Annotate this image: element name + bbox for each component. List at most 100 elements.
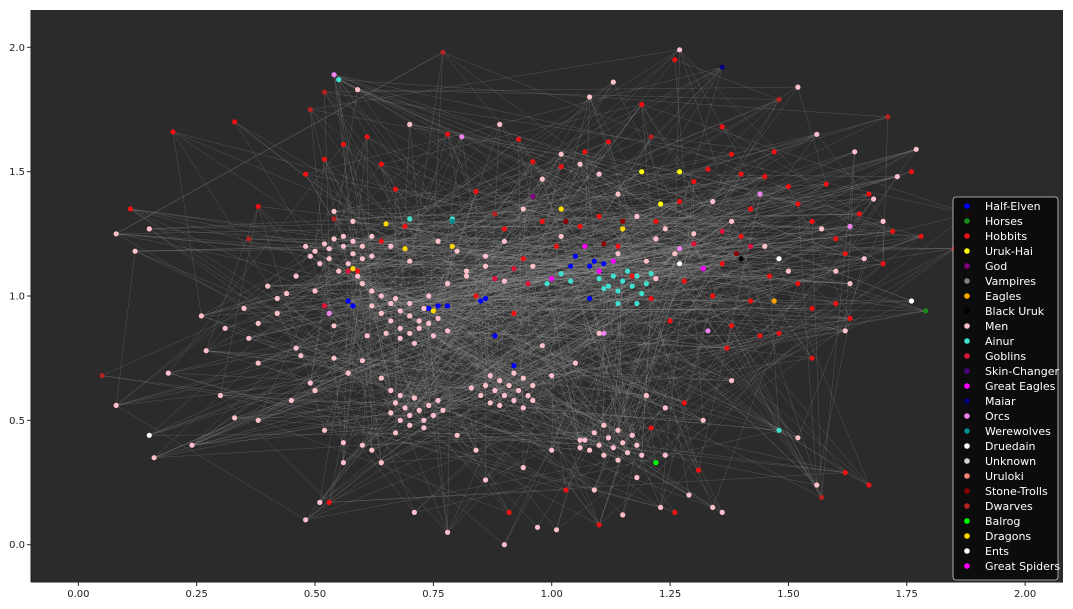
network-edge bbox=[437, 261, 595, 401]
network-edge bbox=[267, 285, 581, 441]
network-edge bbox=[471, 99, 780, 389]
network-edge bbox=[324, 305, 396, 404]
point-half-elven bbox=[426, 305, 432, 311]
network-edge bbox=[348, 270, 628, 453]
point-men bbox=[340, 243, 346, 249]
network-edge bbox=[404, 176, 765, 227]
network-edge bbox=[707, 253, 737, 331]
network-edge bbox=[371, 221, 453, 292]
network-edge bbox=[466, 221, 566, 272]
network-edge bbox=[452, 208, 562, 247]
network-edge bbox=[584, 246, 955, 249]
network-edge bbox=[348, 333, 387, 374]
point-uruk-hai bbox=[658, 201, 664, 207]
point-men bbox=[359, 281, 365, 287]
network-edge bbox=[447, 116, 888, 331]
network-edge bbox=[400, 256, 486, 421]
point-hobbits bbox=[501, 226, 507, 232]
network-edge bbox=[461, 136, 581, 165]
network-edge bbox=[319, 263, 391, 413]
network-edge bbox=[741, 228, 822, 259]
legend-label: Balrog bbox=[985, 515, 1020, 528]
network-edge bbox=[523, 216, 638, 379]
network-edge bbox=[551, 278, 609, 287]
network-edge bbox=[414, 343, 690, 496]
point-balrog bbox=[653, 460, 659, 466]
network-edge bbox=[319, 241, 505, 503]
network-edge bbox=[442, 52, 775, 302]
point-men bbox=[430, 412, 436, 418]
point-goblins bbox=[345, 268, 351, 274]
network-edge bbox=[712, 283, 799, 508]
x-tick-label: 0.00 bbox=[67, 589, 89, 600]
network-edge bbox=[580, 432, 595, 441]
point-men bbox=[596, 330, 602, 336]
point-goblins bbox=[321, 303, 328, 309]
network-edge bbox=[329, 246, 765, 314]
network-edge bbox=[518, 303, 619, 391]
network-edge bbox=[419, 221, 732, 411]
network-edge bbox=[348, 134, 448, 264]
network-edge bbox=[357, 173, 600, 272]
point-hobbits bbox=[355, 268, 361, 274]
network-edge bbox=[428, 308, 581, 448]
network-edge bbox=[598, 271, 638, 446]
network-edge bbox=[414, 343, 552, 376]
network-edge bbox=[409, 124, 680, 172]
network-edge bbox=[513, 253, 675, 401]
point-men bbox=[501, 238, 507, 244]
legend-marker bbox=[964, 473, 970, 479]
x-tick-label: 1.50 bbox=[777, 589, 799, 600]
network-edge bbox=[414, 166, 562, 399]
point-men bbox=[255, 417, 261, 423]
point-uruk-hai bbox=[677, 169, 683, 175]
network-edge bbox=[333, 74, 448, 284]
point-men bbox=[407, 330, 413, 336]
network-edge bbox=[135, 251, 481, 396]
network-edge bbox=[310, 335, 495, 384]
network-edge bbox=[485, 241, 505, 267]
network-edge bbox=[622, 253, 675, 515]
network-edge bbox=[603, 288, 751, 302]
network-edge bbox=[400, 308, 813, 312]
network-edge bbox=[442, 236, 922, 411]
network-edge bbox=[248, 238, 770, 277]
point-hobbits bbox=[890, 228, 896, 234]
network-edge bbox=[556, 286, 633, 530]
network-edge bbox=[390, 298, 486, 391]
network-edge bbox=[168, 372, 661, 508]
point-men bbox=[501, 278, 507, 284]
network-edge bbox=[428, 323, 780, 431]
network-edge bbox=[371, 305, 420, 322]
point-hobbits bbox=[748, 298, 754, 304]
network-edge bbox=[404, 96, 590, 409]
network-edge bbox=[348, 300, 851, 319]
network-edge bbox=[433, 320, 671, 336]
network-edge bbox=[310, 109, 647, 396]
network-edge bbox=[475, 151, 775, 297]
network-edge bbox=[191, 151, 855, 446]
network-edge bbox=[679, 49, 851, 227]
network-edge bbox=[442, 67, 723, 411]
network-edge bbox=[409, 333, 761, 336]
point-dragons bbox=[350, 266, 356, 272]
network-edge bbox=[338, 246, 557, 272]
network-edge bbox=[135, 251, 363, 361]
point-men bbox=[785, 268, 792, 274]
network-edge bbox=[437, 305, 600, 525]
legend-box bbox=[952, 196, 1059, 581]
network-edge bbox=[206, 350, 491, 376]
point-men bbox=[350, 218, 356, 224]
network-edge bbox=[395, 270, 600, 404]
network-edge bbox=[523, 208, 699, 471]
network-edge bbox=[684, 221, 884, 404]
network-edge bbox=[428, 308, 595, 491]
network-edge bbox=[395, 243, 604, 404]
network-edge bbox=[409, 124, 798, 205]
point-men bbox=[643, 392, 650, 399]
point-dwarves bbox=[307, 106, 313, 113]
network-edge bbox=[456, 303, 638, 436]
point-men bbox=[620, 440, 626, 446]
x-tick-label: 1.00 bbox=[541, 589, 563, 600]
point-men bbox=[331, 323, 337, 329]
